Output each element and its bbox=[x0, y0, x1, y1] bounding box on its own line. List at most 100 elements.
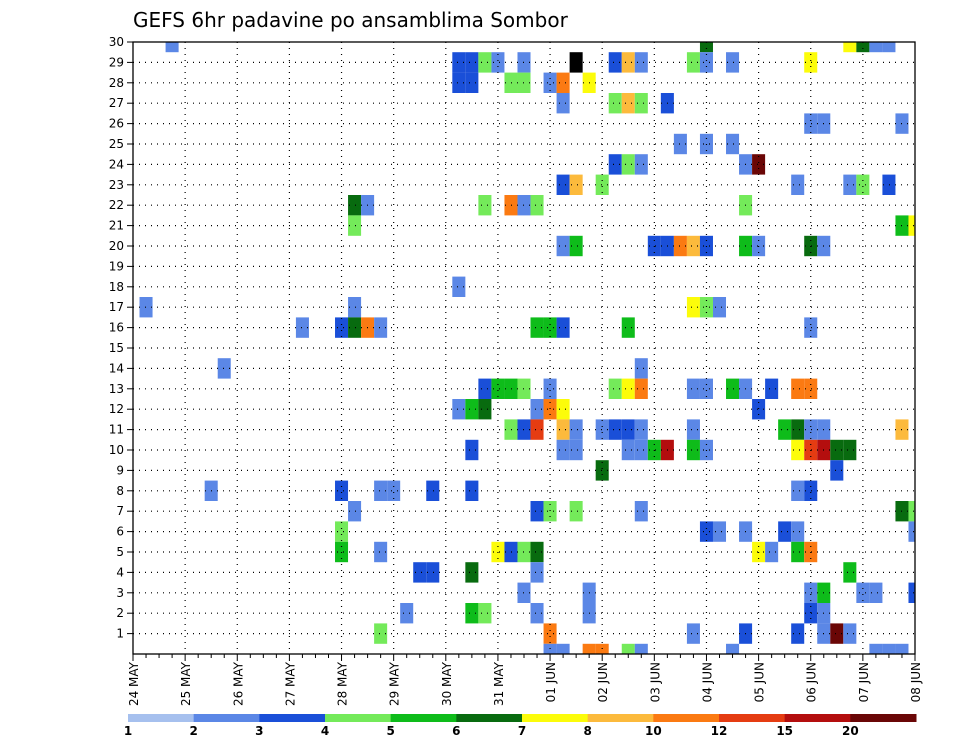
heatmap-cell-151 bbox=[543, 501, 557, 522]
heatmap-cell-84 bbox=[621, 317, 635, 338]
heatmap-cell-125 bbox=[465, 439, 479, 461]
y-tick-label-24: 24 bbox=[109, 157, 124, 171]
heatmap-cell-56 bbox=[348, 215, 362, 236]
colorbar-segment-6 bbox=[522, 714, 589, 722]
heatmap-cell-63 bbox=[673, 235, 687, 257]
y-tick-label-23: 23 bbox=[109, 178, 124, 192]
heatmap-cell-82 bbox=[543, 317, 557, 338]
heatmap-cell-176 bbox=[530, 562, 544, 583]
colorbar-segment-2 bbox=[259, 714, 326, 722]
heatmap-cell-201 bbox=[556, 643, 570, 654]
heatmap-cell-18 bbox=[804, 52, 818, 73]
colorbar-label-20: 20 bbox=[842, 724, 859, 738]
heatmap-cell-60 bbox=[569, 235, 583, 257]
y-tick-label-12: 12 bbox=[109, 402, 124, 416]
heatmap-cell-23 bbox=[543, 72, 557, 93]
heatmap-cell-113 bbox=[556, 419, 570, 440]
heatmap-cell-175 bbox=[465, 562, 479, 583]
heatmap-cell-209 bbox=[895, 643, 909, 654]
y-tick-label-22: 22 bbox=[109, 198, 124, 212]
heatmap-cell-193 bbox=[543, 623, 557, 644]
heatmap-cell-187 bbox=[478, 603, 492, 624]
heatmap-cell-36 bbox=[726, 133, 740, 155]
heatmap-cell-204 bbox=[621, 643, 635, 654]
heatmap-cell-86 bbox=[217, 358, 231, 379]
y-tick-label-19: 19 bbox=[109, 259, 124, 273]
heatmap-cell-108 bbox=[556, 399, 570, 420]
heatmap-cell-110 bbox=[504, 419, 518, 440]
y-tick-label-16: 16 bbox=[109, 321, 124, 335]
heatmap-cell-177 bbox=[843, 562, 857, 583]
colorbar-label-8: 8 bbox=[583, 724, 591, 738]
heatmap-cell-134 bbox=[791, 439, 805, 461]
heatmap-cell-43 bbox=[569, 174, 583, 195]
heatmap-cell-27 bbox=[608, 93, 622, 114]
heatmap-cell-19 bbox=[452, 72, 466, 93]
heatmap-cell-139 bbox=[595, 460, 609, 481]
heatmap-cell-41 bbox=[752, 154, 766, 175]
heatmap-cell-112 bbox=[530, 419, 544, 440]
heatmap-cell-118 bbox=[634, 419, 648, 440]
heatmap-cell-74 bbox=[699, 297, 713, 318]
colorbar-segment-3 bbox=[325, 714, 392, 722]
heatmap-cell-93 bbox=[608, 378, 622, 399]
colorbar-segment-5 bbox=[456, 714, 523, 722]
heatmap-cell-31 bbox=[804, 113, 818, 134]
heatmap-cell-166 bbox=[504, 541, 518, 563]
colorbar-segment-10 bbox=[784, 714, 851, 722]
heatmap-cell-59 bbox=[556, 235, 570, 257]
heatmap-cell-206 bbox=[726, 643, 740, 654]
heatmap-cell-96 bbox=[686, 378, 700, 399]
heatmap-cell-208 bbox=[882, 643, 896, 654]
heatmap-cell-72 bbox=[348, 297, 362, 318]
colorbar-segment-11 bbox=[850, 714, 917, 722]
heatmap-cell-146 bbox=[465, 480, 479, 501]
heatmap-cell-156 bbox=[335, 521, 349, 542]
heatmap-cell-138 bbox=[843, 439, 857, 461]
y-tick-label-20: 20 bbox=[109, 239, 124, 253]
heatmap-cell-157 bbox=[699, 521, 713, 542]
heatmap-cell-88 bbox=[478, 378, 492, 399]
y-tick-label-14: 14 bbox=[109, 361, 124, 375]
heatmap-cell-28 bbox=[621, 93, 635, 114]
heatmap-cell-194 bbox=[686, 623, 700, 644]
y-tick-label-18: 18 bbox=[109, 280, 124, 294]
heatmap-cell-92 bbox=[543, 378, 557, 399]
x-tick-label-9: 02 JUN bbox=[596, 662, 610, 702]
heatmap-cell-45 bbox=[791, 174, 805, 195]
heatmap-cell-160 bbox=[778, 521, 792, 542]
heatmap-cell-107 bbox=[543, 399, 557, 420]
heatmap-cell-52 bbox=[504, 195, 518, 216]
x-tick-label-11: 04 JUN bbox=[700, 662, 714, 702]
heatmap-cell-15 bbox=[686, 52, 700, 73]
heatmap-cell-83 bbox=[556, 317, 570, 338]
y-tick-label-28: 28 bbox=[109, 76, 124, 90]
heatmap-cell-5 bbox=[882, 42, 896, 53]
heatmap-cell-70 bbox=[452, 276, 466, 297]
y-tick-label-8: 8 bbox=[116, 484, 124, 498]
heatmap-cell-17 bbox=[726, 52, 740, 73]
heatmap-cell-49 bbox=[348, 195, 362, 216]
colorbar-label-4: 4 bbox=[321, 724, 329, 738]
heatmap-cell-58 bbox=[908, 215, 915, 236]
y-axis: 1234567891011121314151617181920212223242… bbox=[109, 35, 133, 641]
heatmap-cell-97 bbox=[699, 378, 713, 399]
heatmap-cell-9 bbox=[491, 52, 505, 73]
heatmap-cell-8 bbox=[478, 52, 492, 73]
y-tick-label-21: 21 bbox=[109, 219, 124, 233]
colorbar-segment-8 bbox=[653, 714, 720, 722]
heatmap-cell-171 bbox=[791, 541, 805, 563]
heatmap-cell-153 bbox=[634, 501, 648, 522]
heatmap-cell-161 bbox=[791, 521, 805, 542]
heatmap-cell-104 bbox=[465, 399, 479, 420]
y-tick-label-9: 9 bbox=[116, 463, 124, 477]
heatmap-cell-0 bbox=[165, 42, 179, 53]
heatmap-cell-152 bbox=[569, 501, 583, 522]
heatmap-cell-126 bbox=[556, 439, 570, 461]
heatmap-cell-34 bbox=[673, 133, 687, 155]
heatmap-cell-190 bbox=[804, 603, 818, 624]
heatmap-cell-13 bbox=[621, 52, 635, 73]
x-tick-label-8: 01 JUN bbox=[544, 662, 558, 702]
y-tick-label-26: 26 bbox=[109, 117, 124, 131]
